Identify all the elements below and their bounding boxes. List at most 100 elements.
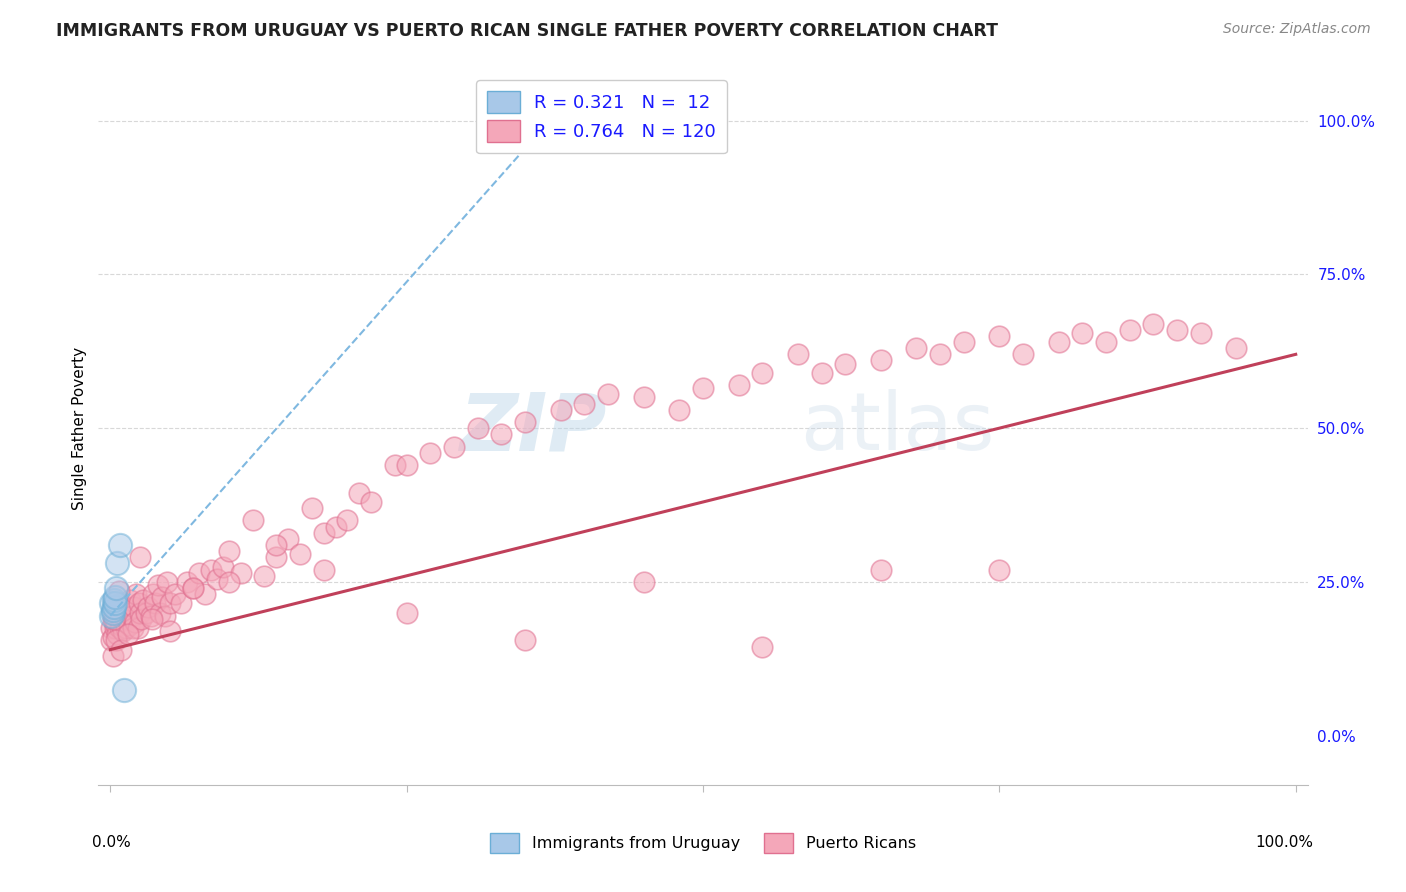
Point xyxy=(786,347,808,361)
Point xyxy=(101,602,124,616)
Point xyxy=(101,648,124,663)
Point xyxy=(149,606,172,620)
Point xyxy=(159,624,181,639)
Point xyxy=(121,621,143,635)
Point xyxy=(104,597,127,611)
Point xyxy=(101,606,124,620)
Point xyxy=(139,608,162,623)
Point xyxy=(277,532,299,546)
Point xyxy=(212,559,235,574)
Point xyxy=(312,563,335,577)
Point xyxy=(467,421,489,435)
Point xyxy=(395,458,418,472)
Point xyxy=(264,538,287,552)
Point xyxy=(1119,323,1142,337)
Point xyxy=(515,415,537,429)
Point xyxy=(218,574,240,589)
Point xyxy=(253,569,276,583)
Point xyxy=(127,621,149,635)
Point xyxy=(105,608,128,623)
Point xyxy=(108,621,131,635)
Point xyxy=(159,597,181,611)
Text: ZIP: ZIP xyxy=(458,389,606,467)
Point xyxy=(905,341,928,355)
Point xyxy=(751,640,773,654)
Point xyxy=(117,606,139,620)
Y-axis label: Single Father Poverty: Single Father Poverty xyxy=(72,347,87,509)
Point xyxy=(1142,317,1164,331)
Point xyxy=(869,563,891,577)
Point xyxy=(103,612,125,626)
Point xyxy=(111,606,134,620)
Point xyxy=(143,597,166,611)
Point xyxy=(111,612,134,626)
Point xyxy=(751,366,773,380)
Point xyxy=(107,608,129,623)
Point xyxy=(105,633,128,648)
Text: IMMIGRANTS FROM URUGUAY VS PUERTO RICAN SINGLE FATHER POVERTY CORRELATION CHART: IMMIGRANTS FROM URUGUAY VS PUERTO RICAN … xyxy=(56,22,998,40)
Point xyxy=(104,599,127,614)
Point xyxy=(1047,334,1070,349)
Point xyxy=(988,329,1011,343)
Point xyxy=(288,547,311,561)
Point xyxy=(165,587,187,601)
Point xyxy=(114,599,136,614)
Point xyxy=(229,566,252,580)
Point xyxy=(129,612,152,626)
Point xyxy=(135,606,157,620)
Point xyxy=(108,538,131,552)
Point xyxy=(103,606,125,620)
Point xyxy=(101,630,124,644)
Point xyxy=(112,624,135,639)
Point xyxy=(515,633,537,648)
Point xyxy=(443,440,465,454)
Point xyxy=(152,591,174,605)
Point xyxy=(105,627,128,641)
Point xyxy=(104,621,127,635)
Point xyxy=(103,615,125,629)
Point xyxy=(264,550,287,565)
Point xyxy=(242,513,264,527)
Point xyxy=(550,402,572,417)
Point xyxy=(103,599,125,614)
Point xyxy=(142,587,165,601)
Point xyxy=(115,612,138,626)
Point xyxy=(118,618,141,632)
Point xyxy=(108,597,131,611)
Point xyxy=(727,378,749,392)
Point xyxy=(1166,323,1188,337)
Point xyxy=(1189,326,1212,340)
Point xyxy=(101,612,124,626)
Point xyxy=(122,599,145,614)
Point xyxy=(419,446,441,460)
Point xyxy=(574,396,596,410)
Point xyxy=(129,606,152,620)
Point xyxy=(952,334,974,349)
Point xyxy=(105,606,128,620)
Point xyxy=(107,584,129,599)
Point xyxy=(200,563,222,577)
Point xyxy=(105,581,128,595)
Point xyxy=(491,427,513,442)
Point xyxy=(100,621,122,635)
Point xyxy=(301,501,323,516)
Text: atlas: atlas xyxy=(800,389,994,467)
Point xyxy=(100,608,122,623)
Point xyxy=(170,597,193,611)
Point xyxy=(114,682,136,697)
Point xyxy=(103,593,125,607)
Point xyxy=(105,557,128,571)
Point xyxy=(929,347,952,361)
Point xyxy=(188,566,211,580)
Point xyxy=(120,593,142,607)
Point xyxy=(104,591,127,605)
Legend: Immigrants from Uruguay, Puerto Ricans: Immigrants from Uruguay, Puerto Ricans xyxy=(484,827,922,859)
Point xyxy=(384,458,406,472)
Point xyxy=(194,587,217,601)
Point xyxy=(668,402,690,417)
Point xyxy=(146,578,169,592)
Point xyxy=(1095,334,1118,349)
Point xyxy=(869,353,891,368)
Point xyxy=(347,485,370,500)
Point xyxy=(176,574,198,589)
